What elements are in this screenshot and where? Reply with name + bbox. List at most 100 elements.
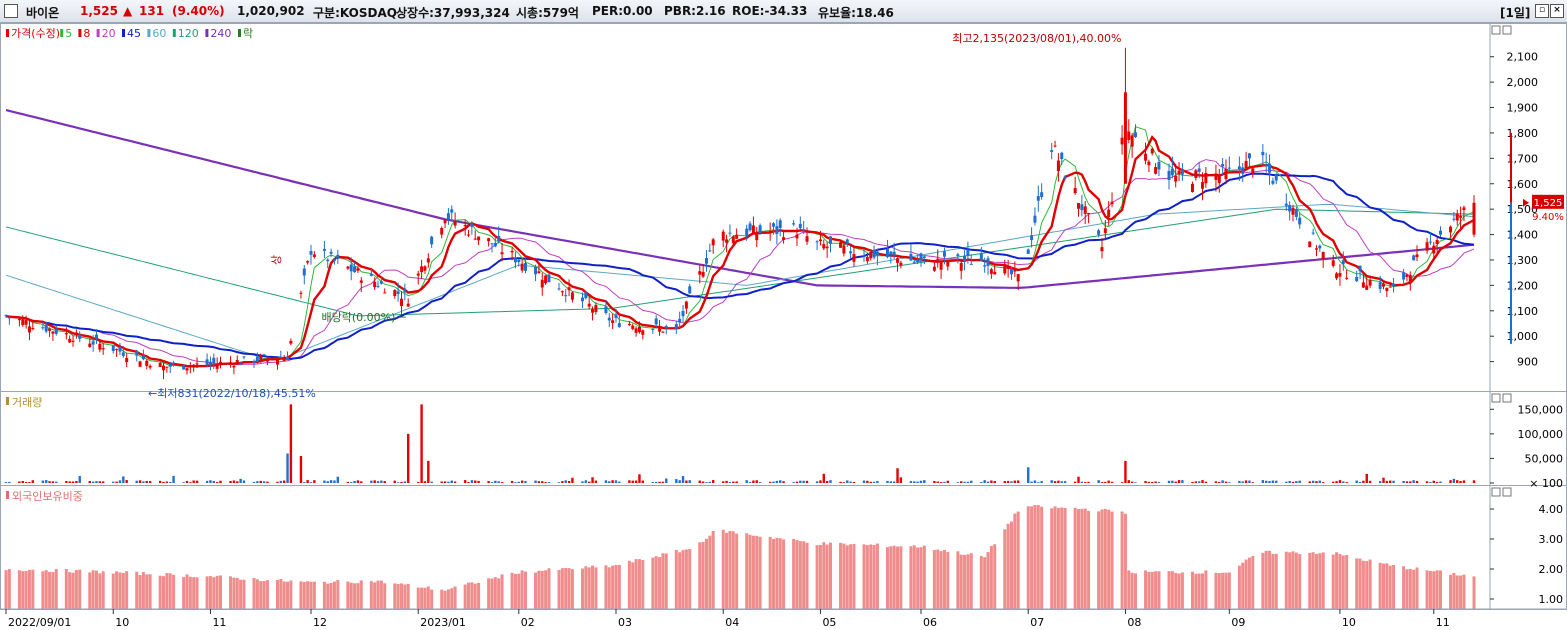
close-icon[interactable]: × bbox=[1550, 4, 1564, 18]
candle bbox=[500, 243, 504, 262]
candle-body bbox=[1472, 202, 1476, 235]
foreign-bar bbox=[68, 572, 72, 609]
volume-bar bbox=[276, 481, 279, 483]
foreign-bar bbox=[1036, 505, 1040, 609]
volume-bar bbox=[923, 480, 926, 483]
candle bbox=[1291, 204, 1295, 222]
candle bbox=[1472, 195, 1476, 238]
volume-bar bbox=[946, 480, 949, 483]
foreign-bar bbox=[118, 572, 122, 609]
candle bbox=[1321, 251, 1325, 268]
legend-swatch bbox=[172, 29, 176, 37]
candle bbox=[493, 235, 497, 248]
foreign-bar bbox=[423, 587, 427, 609]
candle bbox=[547, 274, 551, 283]
candle bbox=[1244, 151, 1248, 169]
candle bbox=[818, 230, 822, 246]
candle bbox=[7, 316, 11, 325]
reserve-ratio: 유보율:18.46 bbox=[818, 6, 894, 20]
volume-bar bbox=[1365, 473, 1368, 483]
candle-body bbox=[805, 236, 809, 242]
volume-bar bbox=[1147, 481, 1151, 483]
candle-body bbox=[162, 365, 166, 371]
volume-bar bbox=[846, 480, 849, 483]
candle-body bbox=[664, 326, 668, 329]
volume-bar bbox=[494, 480, 497, 483]
candle-body bbox=[946, 261, 950, 267]
foreign-bar bbox=[286, 581, 290, 609]
candle bbox=[564, 288, 568, 303]
volume-bar bbox=[611, 480, 614, 483]
foreign-bar bbox=[44, 570, 48, 609]
window-menu-icon[interactable] bbox=[4, 4, 18, 18]
candle bbox=[892, 242, 896, 260]
candle-body bbox=[125, 358, 129, 363]
volume-bar bbox=[839, 481, 842, 483]
stock-name[interactable]: 바이온 bbox=[26, 6, 60, 20]
candle bbox=[212, 353, 216, 370]
candle bbox=[1013, 261, 1017, 278]
candle-body bbox=[41, 327, 45, 329]
volume-bar bbox=[1110, 481, 1114, 483]
foreign-bar bbox=[564, 567, 568, 609]
volume-bar bbox=[896, 468, 899, 483]
candle-body bbox=[148, 365, 152, 368]
foreign-y-tick-label: 3.00 bbox=[1539, 533, 1564, 546]
candle bbox=[537, 263, 541, 274]
volume-bar bbox=[537, 481, 541, 483]
candle bbox=[299, 290, 303, 299]
candle-body bbox=[1291, 207, 1295, 215]
candle-body bbox=[557, 288, 561, 290]
stock-chart[interactable]: 900 1,000 1,100 1,200 1,300 1,400 1,500 1,600 1,… bbox=[0, 23, 1567, 630]
volume-bar bbox=[185, 480, 189, 483]
candle-body bbox=[1438, 230, 1442, 235]
candle bbox=[839, 240, 843, 248]
foreign-bar bbox=[1217, 573, 1221, 609]
volume-bar bbox=[571, 477, 574, 483]
candle bbox=[182, 364, 186, 370]
candle-body bbox=[1009, 268, 1013, 275]
foreign-bar bbox=[520, 570, 524, 609]
candle-body bbox=[91, 341, 95, 345]
period-selector[interactable]: [1일] bbox=[1500, 6, 1531, 20]
candle bbox=[1006, 259, 1010, 278]
volume-bar bbox=[252, 481, 256, 483]
candle bbox=[17, 316, 21, 327]
foreign-bar bbox=[430, 589, 434, 609]
candle-body bbox=[403, 288, 407, 293]
volume-bar bbox=[1130, 481, 1134, 483]
candle-body bbox=[1217, 174, 1221, 183]
candle bbox=[939, 261, 943, 279]
volume-bar bbox=[1378, 481, 1382, 483]
candle-body bbox=[748, 223, 752, 231]
candle bbox=[379, 276, 383, 285]
candle-body bbox=[1013, 270, 1017, 272]
candle bbox=[1405, 273, 1409, 282]
candle-body bbox=[1355, 276, 1359, 282]
candle-body bbox=[24, 320, 28, 325]
volume-bar bbox=[510, 480, 514, 483]
volume-bar bbox=[423, 481, 427, 483]
candle bbox=[121, 346, 125, 358]
candle-body bbox=[1224, 169, 1228, 180]
restore-icon[interactable]: ▫ bbox=[1535, 4, 1549, 18]
candle bbox=[664, 324, 668, 335]
candle-body bbox=[78, 334, 82, 339]
x-tick-label: 06 bbox=[923, 616, 937, 629]
ma20-line bbox=[5, 159, 1475, 366]
volume-bar bbox=[1144, 481, 1147, 483]
candle bbox=[795, 227, 799, 247]
foreign-bar bbox=[393, 583, 397, 609]
volume-bar bbox=[869, 481, 872, 483]
foreign-bar bbox=[587, 567, 591, 609]
candle bbox=[1180, 163, 1184, 181]
x-tick-label: 07 bbox=[1030, 616, 1044, 629]
x-tick-label: 11 bbox=[212, 616, 226, 629]
candle bbox=[145, 358, 149, 370]
legend-swatch bbox=[147, 29, 151, 37]
volume-bar bbox=[755, 480, 758, 483]
x-tick-label: 05 bbox=[822, 616, 836, 629]
candle bbox=[828, 236, 832, 253]
candle bbox=[1294, 206, 1298, 221]
volume-bar bbox=[819, 480, 822, 483]
